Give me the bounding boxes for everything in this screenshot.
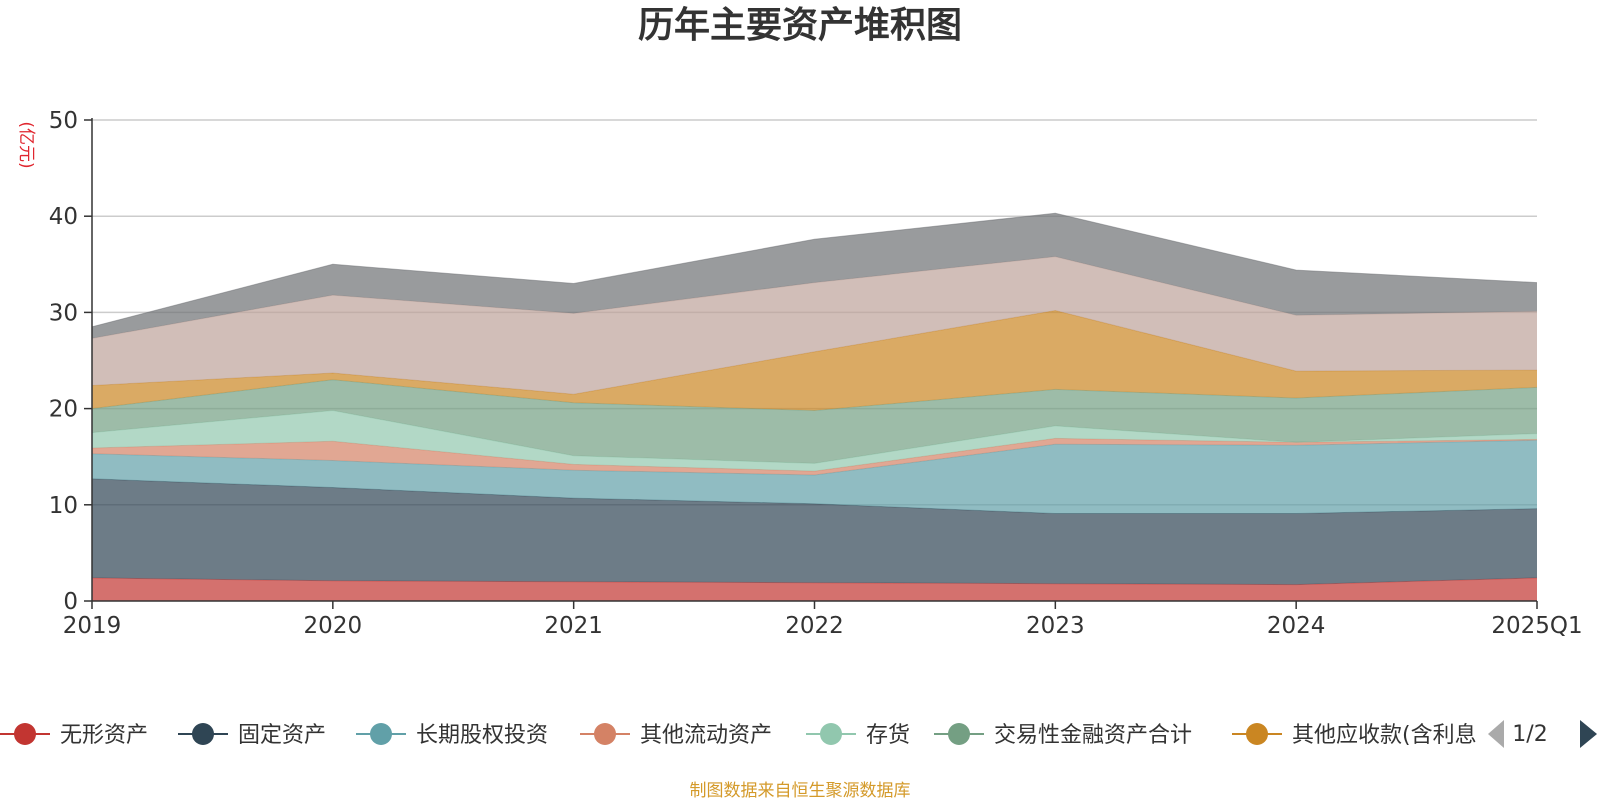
x-tick-label: 2022 bbox=[785, 613, 844, 639]
legend-prev-icon[interactable] bbox=[1488, 720, 1504, 748]
legend-label: 其他应收款(含利息 bbox=[1292, 723, 1477, 748]
legend: 无形资产 固定资产 长期股权投资 其他流动资产 存货 交易性金融资产合计 其他应收款(含利息 bbox=[0, 723, 1477, 748]
legend-item[interactable]: 交易性金融资产合计 bbox=[934, 723, 1192, 748]
chart-title: 历年主要资产堆积图 bbox=[638, 5, 962, 46]
x-tick-label: 2024 bbox=[1267, 613, 1326, 639]
area-存货 bbox=[92, 410, 1537, 472]
y-tick-label: 20 bbox=[49, 397, 78, 423]
legend-pager: 1/2 bbox=[1488, 720, 1597, 748]
area-应收账款 bbox=[92, 213, 1537, 339]
legend-label: 存货 bbox=[866, 723, 910, 748]
x-tick-label: 2023 bbox=[1026, 613, 1085, 639]
legend-marker bbox=[594, 723, 616, 745]
area-其他应收款(含利息和股利) bbox=[92, 310, 1537, 411]
y-tick-label: 0 bbox=[63, 589, 78, 615]
legend-item[interactable]: 长期股权投资 bbox=[356, 723, 548, 748]
legend-item[interactable]: 其他应收款(含利息 bbox=[1232, 723, 1477, 748]
y-tick-label: 40 bbox=[49, 204, 78, 230]
area-货币资金 bbox=[92, 256, 1537, 395]
legend-label: 长期股权投资 bbox=[416, 723, 548, 748]
legend-item[interactable]: 其他流动资产 bbox=[580, 723, 772, 748]
area-edge-应收账款 bbox=[91, 212, 1538, 328]
legend-label: 固定资产 bbox=[238, 723, 326, 748]
area-长期股权投资 bbox=[92, 440, 1537, 514]
legend-item[interactable]: 固定资产 bbox=[178, 723, 326, 748]
legend-marker bbox=[1246, 723, 1268, 745]
legend-marker bbox=[820, 723, 842, 745]
area-series bbox=[91, 212, 1538, 601]
legend-label: 无形资产 bbox=[60, 723, 148, 748]
y-tick-label: 10 bbox=[49, 493, 78, 519]
legend-item[interactable]: 存货 bbox=[806, 723, 910, 748]
source-note: 制图数据来自恒生聚源数据库 bbox=[690, 781, 911, 800]
x-tick-label: 2025Q1 bbox=[1491, 613, 1582, 639]
legend-item[interactable]: 无形资产 bbox=[0, 723, 148, 748]
legend-marker bbox=[14, 723, 36, 745]
area-无形资产 bbox=[92, 577, 1537, 601]
legend-marker bbox=[192, 723, 214, 745]
x-tick-label: 2020 bbox=[304, 613, 363, 639]
axes: 0 10 20 30 40 50 2019 2020 2021 2022 2023 2024 2025Q… bbox=[49, 108, 1583, 639]
y-tick-label: 30 bbox=[49, 300, 78, 326]
area-交易性金融资产合计 bbox=[92, 379, 1537, 464]
x-tick-label: 2021 bbox=[544, 613, 603, 639]
area-固定资产 bbox=[92, 478, 1537, 585]
y-unit-label: (亿元) bbox=[16, 121, 36, 168]
area-其他流动资产 bbox=[92, 438, 1537, 475]
legend-label: 其他流动资产 bbox=[640, 723, 772, 748]
legend-marker bbox=[948, 723, 970, 745]
legend-marker bbox=[370, 723, 392, 745]
x-tick-label: 2019 bbox=[63, 613, 122, 639]
legend-next-icon[interactable] bbox=[1580, 720, 1597, 748]
legend-page-label: 1/2 bbox=[1512, 722, 1547, 747]
legend-label: 交易性金融资产合计 bbox=[994, 723, 1192, 748]
y-tick-label: 50 bbox=[49, 108, 78, 134]
